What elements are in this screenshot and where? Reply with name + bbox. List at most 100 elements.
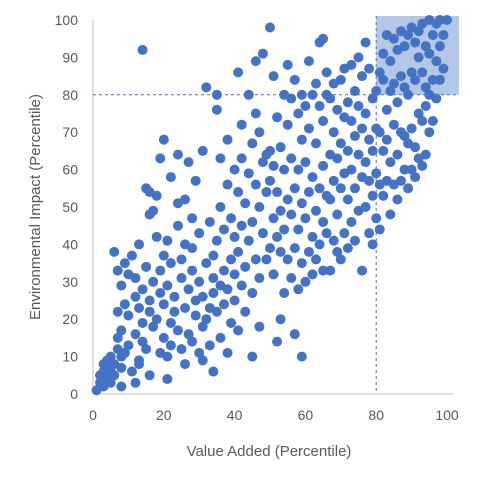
data-point — [247, 288, 258, 299]
data-point — [346, 115, 357, 126]
data-point — [325, 93, 336, 104]
y-tick-label: 0 — [70, 386, 78, 402]
y-tick-label: 80 — [62, 87, 78, 103]
data-point — [134, 239, 145, 250]
data-point — [321, 67, 332, 78]
data-point — [215, 202, 226, 212]
data-point — [307, 269, 318, 280]
data-point — [286, 153, 297, 164]
data-point — [388, 119, 399, 130]
data-point — [254, 202, 265, 212]
data-point — [176, 254, 187, 265]
data-point — [268, 269, 279, 280]
data-point — [406, 67, 417, 78]
data-point — [374, 67, 385, 78]
data-point — [250, 179, 261, 190]
data-point — [112, 332, 123, 343]
data-point — [289, 243, 300, 254]
data-point — [240, 198, 251, 209]
data-point — [165, 172, 176, 183]
data-point — [265, 175, 275, 186]
data-point — [434, 15, 445, 25]
data-point — [438, 29, 449, 40]
data-point — [311, 138, 322, 149]
data-point — [275, 205, 286, 216]
data-point — [427, 29, 438, 40]
data-point — [204, 340, 215, 351]
data-point — [229, 164, 240, 175]
data-point — [318, 115, 329, 126]
data-point — [286, 93, 297, 104]
data-point — [392, 149, 403, 160]
data-point — [116, 280, 127, 291]
data-point — [226, 317, 237, 328]
data-point — [282, 254, 293, 265]
data-point — [307, 89, 318, 100]
data-point — [218, 299, 229, 310]
data-point — [187, 336, 198, 347]
data-point — [141, 261, 152, 272]
data-point — [130, 291, 141, 302]
data-point — [300, 101, 311, 112]
data-point — [335, 74, 346, 85]
data-point — [349, 183, 360, 194]
data-point — [282, 194, 293, 205]
data-point — [226, 254, 237, 265]
data-point — [137, 336, 148, 347]
data-point — [197, 321, 208, 332]
data-point — [335, 138, 346, 149]
y-tick-label: 30 — [62, 274, 78, 290]
data-point — [417, 115, 428, 126]
data-point — [144, 306, 155, 317]
data-point — [130, 273, 141, 284]
data-point — [318, 160, 329, 171]
data-point — [250, 108, 261, 119]
y-tick-label: 100 — [55, 12, 79, 28]
data-point — [169, 291, 180, 302]
data-point — [360, 202, 371, 212]
data-point — [187, 243, 198, 254]
data-point — [109, 246, 120, 257]
data-point — [130, 329, 141, 340]
data-point — [158, 299, 169, 310]
data-point — [162, 351, 173, 362]
data-point — [172, 325, 183, 336]
data-point — [243, 168, 254, 179]
data-point — [395, 71, 406, 82]
data-point — [349, 86, 360, 97]
data-point — [148, 276, 159, 287]
data-point — [222, 134, 233, 145]
y-tick-labels: 0 10 20 30 40 50 60 70 80 90 100 — [55, 12, 79, 402]
data-point — [208, 250, 219, 261]
data-point — [303, 123, 314, 134]
data-point — [307, 231, 318, 242]
data-point — [187, 265, 198, 276]
data-point — [190, 175, 201, 186]
data-point — [289, 74, 300, 85]
data-point — [342, 97, 353, 108]
data-point — [300, 213, 311, 224]
data-point — [243, 89, 254, 100]
data-point — [204, 216, 215, 227]
x-tick-label: 80 — [368, 407, 384, 423]
data-point — [194, 228, 205, 239]
y-tick-label: 60 — [62, 162, 78, 178]
data-point — [385, 56, 396, 67]
data-point — [318, 216, 329, 227]
data-point — [247, 351, 258, 362]
data-point — [311, 254, 322, 265]
data-point — [208, 273, 219, 284]
data-point — [190, 310, 201, 321]
data-point — [335, 183, 346, 194]
y-tick-label: 90 — [62, 49, 78, 65]
data-point — [279, 288, 290, 299]
data-point — [367, 93, 378, 104]
data-point — [218, 224, 229, 235]
x-tick-label: 100 — [435, 407, 459, 423]
data-point — [250, 56, 261, 67]
data-point — [116, 381, 127, 392]
data-point — [321, 228, 332, 239]
data-point — [257, 228, 268, 239]
data-point — [371, 86, 382, 97]
data-point — [420, 41, 431, 52]
